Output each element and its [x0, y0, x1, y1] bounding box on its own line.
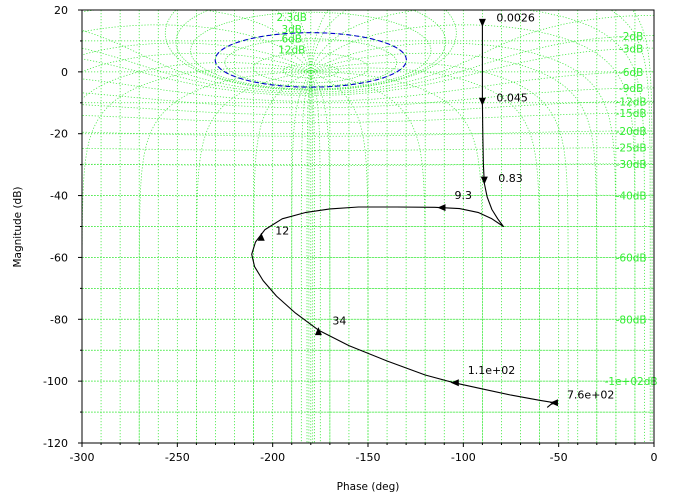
phase-contour — [196, 71, 308, 443]
phase-contour — [274, 10, 312, 72]
phase-contour — [82, 42, 310, 72]
gain-contour — [82, 112, 654, 123]
direction-arrow — [450, 379, 459, 387]
gain-contour-label: -15dB — [616, 108, 647, 120]
phase-contour — [292, 10, 312, 71]
y-tick-label: -120 — [43, 437, 68, 450]
direction-arrow — [257, 232, 265, 241]
gain-contour — [82, 100, 654, 116]
direction-arrow — [478, 97, 486, 106]
nichols-curve — [251, 19, 556, 408]
gain-contour-label: -6dB — [619, 67, 643, 79]
phase-contour — [138, 71, 308, 443]
gain-contour-label: 12dB — [278, 44, 305, 56]
y-tick-label: 20 — [54, 4, 68, 17]
y-tick-label: -60 — [50, 251, 68, 264]
frequency-label: 0.0026 — [496, 11, 535, 24]
phase-contour — [310, 72, 321, 443]
frequency-label: 12 — [275, 225, 289, 238]
gain-contour-label: -60dB — [616, 252, 647, 264]
direction-arrow — [480, 176, 488, 185]
frequency-label: 7.6e+02 — [567, 389, 614, 402]
gain-contour — [82, 130, 654, 137]
y-tick-label: -20 — [50, 128, 68, 141]
frequency-label: 34 — [332, 314, 346, 327]
x-axis-title: Phase (deg) — [337, 481, 400, 493]
frequency-label: 0.83 — [498, 172, 522, 185]
gain-contour — [82, 35, 654, 95]
phase-contour — [310, 10, 651, 443]
tick-labels: -300 -250 -200 -150 -100 -50 0 20 0 -20 -40 -60 -80 -… — [43, 4, 657, 464]
gain-contour — [82, 14, 654, 93]
phase-contour — [306, 72, 312, 443]
gain-contour-label: 6dB — [281, 33, 302, 45]
phase-contour — [82, 62, 309, 100]
frequency-labels: 0.0026 0.045 0.83 9.3 12 34 1.1e+02 7.6e+02 — [275, 11, 614, 401]
gain-contour — [190, 11, 432, 90]
phase-contour — [311, 24, 636, 443]
direction-arrow — [549, 399, 558, 407]
frequency-arrows — [257, 18, 558, 407]
phase-contour — [82, 24, 311, 72]
gain-contour — [82, 87, 654, 109]
phase-contour — [82, 52, 310, 73]
phase-contour — [300, 72, 311, 443]
direction-arrow — [437, 204, 446, 212]
gain-contour-label: -30dB — [616, 159, 647, 171]
phase-contour — [311, 72, 331, 443]
gain-contour-label: -3dB — [619, 44, 643, 56]
phase-contour — [291, 72, 311, 443]
ellipse-outline — [214, 32, 407, 88]
y-tick-label: -40 — [50, 190, 68, 203]
phase-contour — [310, 72, 315, 443]
gain-contour — [82, 147, 654, 151]
x-tick-label: -150 — [356, 451, 381, 464]
phase-contour — [82, 67, 308, 443]
x-tick-label: -250 — [165, 451, 190, 464]
x-tick-label: -300 — [70, 451, 95, 464]
frequency-label: 0.045 — [496, 92, 528, 105]
gain-contour-label: -25dB — [616, 143, 647, 155]
plot-axes — [78, 9, 655, 447]
gain-contour-label: -1e+02dB — [605, 376, 658, 388]
phase-contour — [313, 67, 540, 443]
frequency-label: 9.3 — [454, 189, 472, 202]
phase-contour — [310, 72, 314, 443]
direction-arrow — [314, 327, 322, 336]
gain-contour-label: -12dB — [616, 96, 647, 108]
gain-contour — [253, 52, 369, 84]
y-tick-label: 0 — [61, 66, 68, 79]
phase-contour — [310, 10, 645, 443]
frequency-label: 1.1e+02 — [468, 364, 515, 377]
nichols-grid — [82, 10, 654, 443]
gain-contour — [82, 194, 654, 197]
x-tick-label: -50 — [550, 451, 568, 464]
x-tick-label: 0 — [651, 451, 658, 464]
phase-contour — [311, 42, 617, 443]
y-tick-label: -100 — [43, 375, 68, 388]
gain-contour-label: -9dB — [619, 83, 643, 95]
gain-contour-label: 3dB — [281, 24, 302, 36]
direction-arrow — [478, 18, 486, 27]
phase-contour — [312, 52, 598, 443]
gain-contour-label: -20dB — [616, 126, 647, 138]
gain-contour-label: 2.3dB — [276, 12, 307, 24]
phase-contour — [314, 71, 483, 443]
y-tick-label: -80 — [50, 313, 68, 326]
x-tick-label: -200 — [260, 451, 285, 464]
closed-loop-ellipse — [214, 32, 407, 88]
gain-contour — [82, 47, 654, 96]
gain-contour-label: -40dB — [616, 190, 647, 202]
gain-contour-label: -2dB — [619, 31, 643, 43]
phase-contour — [308, 72, 312, 443]
phase-contour — [82, 10, 311, 72]
series-line — [251, 19, 556, 408]
gain-contour-label: -80dB — [616, 314, 647, 326]
x-tick-label: -100 — [451, 451, 476, 464]
phase-contour — [313, 62, 569, 443]
y-axis-title: Magnitude (dB) — [12, 186, 24, 267]
